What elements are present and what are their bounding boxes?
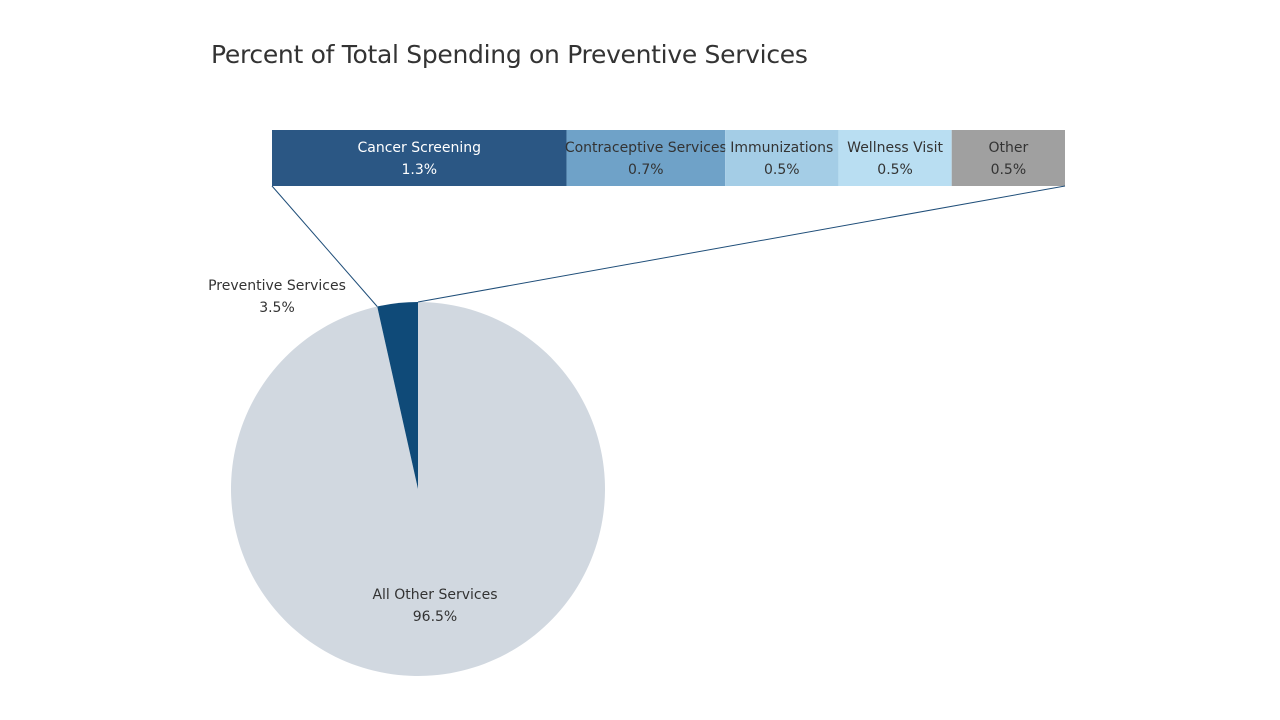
bar-value-cancer-screening: 1.3% bbox=[401, 162, 437, 178]
bar-segment-immunizations bbox=[725, 130, 839, 186]
bar-segment-other bbox=[951, 130, 1065, 186]
bar-segment-contraceptive-services bbox=[566, 130, 726, 186]
connector-line-left bbox=[271, 185, 378, 307]
pie-slice-preventive-services bbox=[377, 302, 418, 489]
pie-value-all-other-services: 96.5% bbox=[413, 609, 457, 625]
bar-label-immunizations: Immunizations bbox=[730, 140, 833, 156]
bar-label-cancer-screening: Cancer Screening bbox=[358, 140, 482, 156]
bar-segment-cancer-screening bbox=[272, 130, 567, 186]
bar-segment-wellness-visit bbox=[838, 130, 952, 186]
connector-line-right bbox=[417, 185, 1066, 303]
bar-value-other: 0.5% bbox=[991, 162, 1027, 178]
bar-value-immunizations: 0.5% bbox=[764, 162, 800, 178]
bar-label-wellness-visit: Wellness Visit bbox=[847, 140, 943, 156]
bar-value-contraceptive-services: 0.7% bbox=[628, 162, 664, 178]
pie-label-all-other-services: All Other Services bbox=[372, 587, 497, 603]
bar-label-contraceptive-services: Contraceptive Services bbox=[565, 140, 727, 156]
bar-label-other: Other bbox=[988, 140, 1028, 156]
pie-label-preventive-services: Preventive Services bbox=[208, 278, 346, 294]
pie-slice-all-other-services bbox=[231, 302, 606, 676]
chart-title: Percent of Total Spending on Preventive … bbox=[211, 40, 808, 69]
bar-value-wellness-visit: 0.5% bbox=[877, 162, 913, 178]
pie-value-preventive-services: 3.5% bbox=[259, 300, 295, 316]
